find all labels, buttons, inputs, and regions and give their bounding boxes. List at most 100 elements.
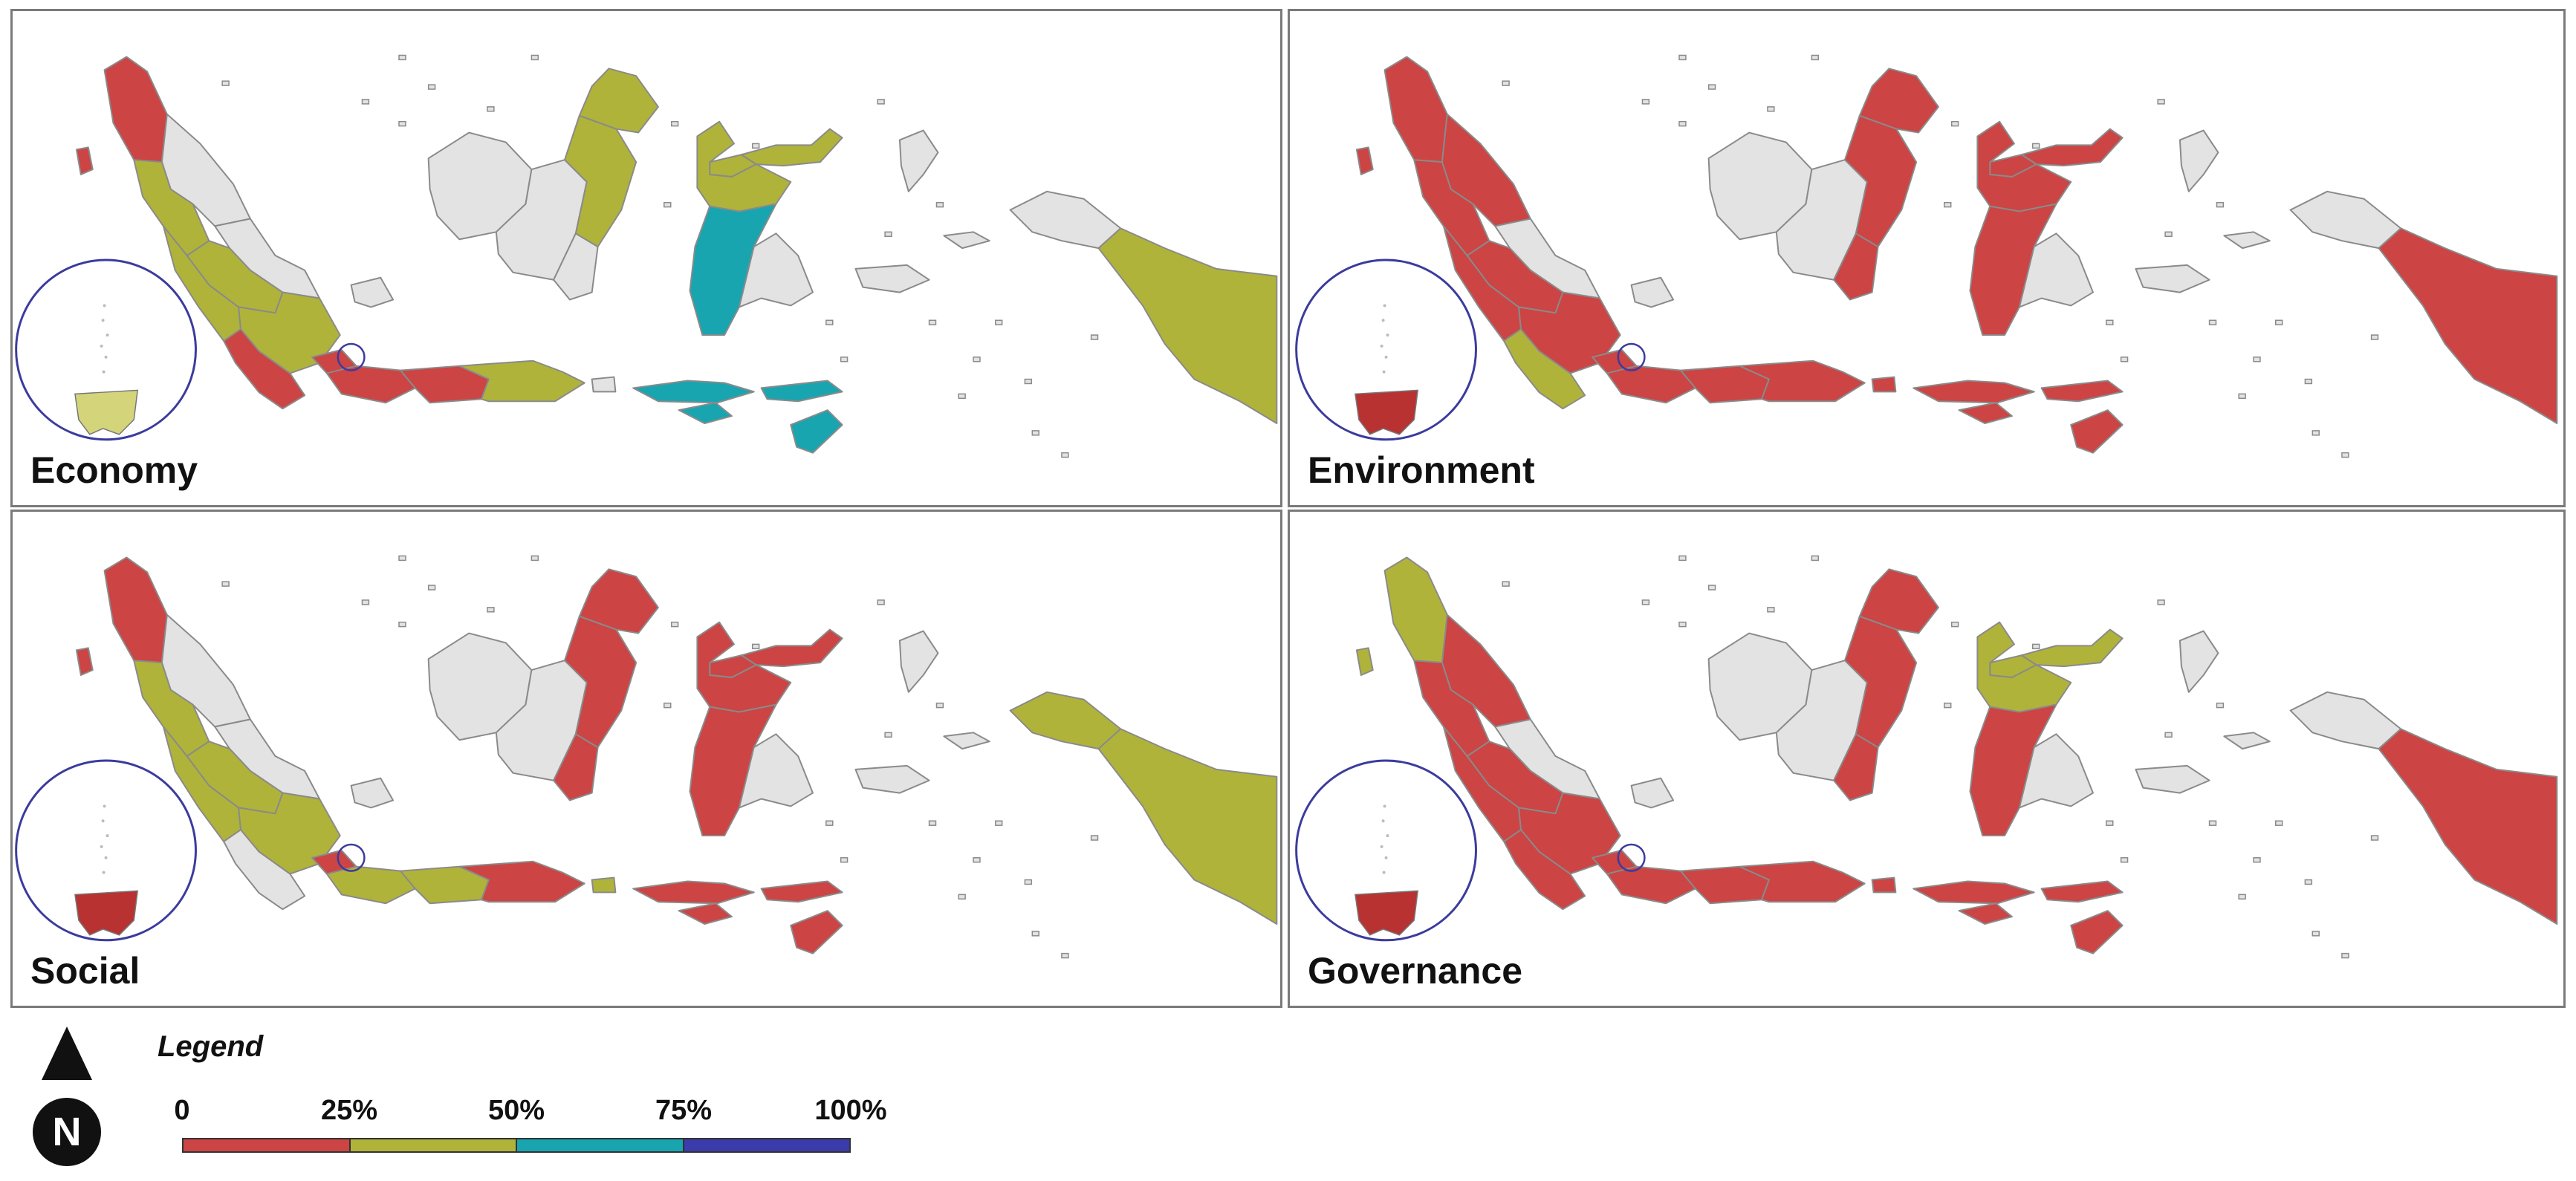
legend-tick-label: 75% — [655, 1095, 713, 1126]
legend-swatch-0-25 — [184, 1139, 349, 1151]
inset-islet — [103, 804, 106, 808]
islet-shape — [1641, 599, 1650, 605]
inset-islet — [103, 304, 106, 308]
islet-shape — [1767, 106, 1775, 112]
province-kalsel — [1833, 733, 1879, 801]
map-social — [15, 555, 1278, 959]
islet-shape — [1707, 585, 1716, 590]
province-jatim — [458, 860, 585, 903]
legend-tick-label: 25% — [320, 1095, 378, 1126]
province-papua — [2378, 728, 2558, 925]
map-panel-social: Social — [10, 510, 1282, 1008]
islet-shape — [1811, 54, 1820, 61]
province-kalsel — [553, 733, 599, 801]
province-malut — [2178, 129, 2219, 192]
province-lampung — [223, 829, 306, 911]
province-papuabarat — [2289, 691, 2402, 750]
province-sultra — [2018, 232, 2094, 308]
inset-circle — [15, 759, 197, 942]
islet-shape — [1090, 835, 1099, 841]
islet-shape — [751, 143, 760, 149]
province-nias — [1355, 647, 1374, 677]
province-babel — [1630, 276, 1675, 308]
islet-shape — [2341, 452, 2349, 458]
province-ntt — [760, 880, 843, 954]
islet-shape — [2275, 319, 2283, 325]
province-nias — [75, 647, 94, 677]
province-kaltara — [578, 68, 659, 134]
islet-shape — [1950, 621, 1959, 628]
islet-shape — [751, 643, 760, 650]
legend-tick-label: 0 — [174, 1095, 190, 1126]
islet-shape — [221, 80, 230, 86]
inset-islet — [1384, 355, 1388, 359]
jakarta-marker — [1617, 342, 1646, 371]
islet-shape — [2031, 143, 2040, 149]
legend-swatch-25-50 — [348, 1139, 516, 1151]
islet-shape — [1707, 84, 1716, 90]
islet-shape — [487, 607, 495, 613]
province-sulut — [740, 128, 843, 167]
province-lampung — [1503, 829, 1586, 911]
islet-shape — [1678, 621, 1687, 628]
inset-jakarta-shape — [1354, 389, 1419, 435]
islet-shape — [2216, 201, 2225, 208]
islet-shape — [2311, 430, 2320, 436]
islet-shape — [2157, 99, 2165, 105]
province-ntb — [1912, 880, 2035, 925]
islet-shape — [928, 820, 937, 826]
province-sultra — [2018, 733, 2094, 809]
province-papua — [1097, 227, 1278, 424]
province-papuabarat — [2289, 190, 2402, 250]
islet-shape — [2238, 393, 2246, 400]
islet-shape — [487, 106, 495, 112]
islet-shape — [2208, 820, 2217, 826]
islet-shape — [361, 99, 370, 105]
inset-islet — [1386, 834, 1389, 838]
province-jatim — [458, 359, 585, 403]
province-sulsel — [1969, 703, 2057, 837]
panel-title: Social — [30, 950, 140, 992]
islet-shape — [840, 857, 849, 863]
islet-shape — [2031, 643, 2040, 650]
islet-shape — [1678, 54, 1687, 61]
province-nias — [75, 146, 94, 176]
islet-shape — [361, 599, 370, 605]
islet-shape — [2208, 319, 2217, 325]
islet-shape — [1767, 607, 1775, 613]
province-papua — [1097, 728, 1278, 925]
islet-shape — [2253, 357, 2261, 362]
inset-islet — [1380, 845, 1383, 848]
inset-islet — [100, 845, 103, 848]
inset-islet — [1380, 344, 1383, 348]
province-maluku — [2135, 231, 2271, 293]
province-malut — [2178, 630, 2219, 693]
islet-shape — [1031, 430, 1039, 436]
jakarta-marker — [1617, 843, 1646, 872]
islet-shape — [531, 555, 539, 562]
inset-islet — [1381, 319, 1385, 322]
province-ntt — [760, 380, 843, 454]
inset-islet — [1384, 856, 1388, 859]
islet-shape — [935, 201, 944, 208]
province-maluku — [854, 732, 990, 794]
province-jatim — [1739, 359, 1866, 403]
islet-shape — [1024, 879, 1033, 885]
islet-shape — [1502, 80, 1510, 86]
inset-islet — [1383, 804, 1386, 808]
legend-color-ramp — [182, 1138, 851, 1153]
inset-circle — [1295, 759, 1477, 942]
islet-shape — [1811, 555, 1820, 562]
province-sulsel — [1969, 203, 2057, 336]
panel-title: Governance — [1308, 950, 1523, 992]
islet-shape — [398, 54, 406, 61]
islet-shape — [995, 820, 1003, 826]
map-economy — [15, 54, 1278, 458]
islet-shape — [1678, 120, 1687, 127]
province-ntt — [2040, 380, 2124, 454]
province-kaltara — [1858, 568, 1939, 634]
province-ntt — [2040, 880, 2124, 954]
inset-jakarta-shape — [74, 890, 139, 936]
province-jatim — [1739, 860, 1866, 903]
islet-shape — [884, 231, 892, 238]
